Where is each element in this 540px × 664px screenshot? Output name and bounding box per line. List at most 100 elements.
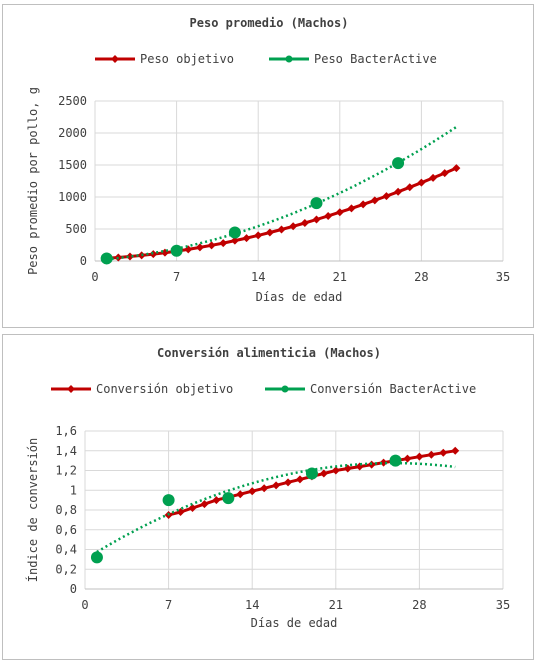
data-point bbox=[405, 183, 414, 192]
x-tick-label: 14 bbox=[245, 598, 259, 612]
y-tick-label: 1,2 bbox=[55, 464, 77, 478]
weight-chart: Peso promedio (Machos) Peso objetivo Peso … bbox=[26, 16, 510, 304]
data-point bbox=[379, 458, 388, 467]
data-point bbox=[451, 446, 460, 455]
data-point bbox=[295, 475, 304, 484]
legend-label: Peso objetivo bbox=[140, 52, 234, 66]
y-axis-label: Peso promedio por pollo, g bbox=[26, 87, 40, 275]
data-point bbox=[90, 551, 103, 564]
data-point bbox=[415, 452, 424, 461]
legend-label: Conversión BacterActive bbox=[310, 382, 476, 396]
data-point bbox=[254, 231, 263, 240]
x-axis-label: Días de edad bbox=[256, 290, 343, 304]
data-point bbox=[272, 481, 281, 490]
x-tick-label: 28 bbox=[414, 270, 428, 284]
data-point bbox=[310, 197, 323, 210]
x-tick-label: 14 bbox=[251, 270, 265, 284]
conversion-chart: Conversión alimenticia (Machos) Conversió… bbox=[25, 346, 510, 630]
data-point bbox=[389, 454, 402, 467]
y-tick-label: 0,4 bbox=[55, 543, 77, 557]
y-tick-label: 500 bbox=[65, 222, 87, 236]
series-1 bbox=[90, 454, 456, 564]
data-point bbox=[394, 187, 403, 196]
data-point bbox=[370, 196, 379, 205]
data-point bbox=[284, 478, 293, 487]
y-tick-label: 0,6 bbox=[55, 523, 77, 537]
legend-label: Peso BacterActive bbox=[314, 52, 437, 66]
data-point bbox=[305, 467, 318, 480]
y-tick-label: 2500 bbox=[58, 94, 87, 108]
y-tick-label: 1,4 bbox=[55, 444, 77, 458]
data-point bbox=[347, 204, 356, 213]
data-point bbox=[429, 173, 438, 182]
data-point bbox=[265, 228, 274, 237]
x-tick-label: 21 bbox=[329, 598, 343, 612]
data-point bbox=[219, 239, 228, 248]
data-point bbox=[248, 487, 257, 496]
data-point bbox=[331, 466, 340, 475]
data-point bbox=[452, 164, 461, 173]
y-tick-label: 1000 bbox=[58, 190, 87, 204]
series-line bbox=[106, 166, 457, 260]
legend-label: Conversión objetivo bbox=[96, 382, 233, 396]
data-point bbox=[324, 211, 333, 220]
y-tick-label: 2000 bbox=[58, 126, 87, 140]
y-tick-label: 0,2 bbox=[55, 562, 77, 576]
x-tick-label: 0 bbox=[91, 270, 98, 284]
data-point bbox=[195, 243, 204, 252]
y-tick-label: 0 bbox=[80, 254, 87, 268]
y-tick-label: 0 bbox=[70, 582, 77, 596]
series-0 bbox=[102, 164, 461, 263]
data-point bbox=[359, 200, 368, 209]
x-tick-label: 21 bbox=[333, 270, 347, 284]
data-point bbox=[392, 157, 405, 170]
y-tick-label: 0,8 bbox=[55, 503, 77, 517]
x-tick-label: 0 bbox=[81, 598, 88, 612]
data-point bbox=[403, 454, 412, 463]
data-point bbox=[300, 218, 309, 227]
series-trendline bbox=[96, 461, 456, 553]
data-point bbox=[228, 226, 241, 239]
data-point bbox=[100, 252, 113, 265]
legend-marker bbox=[281, 385, 289, 393]
series-line bbox=[168, 449, 456, 517]
y-tick-label: 1500 bbox=[58, 158, 87, 172]
legend-marker bbox=[285, 55, 293, 63]
x-tick-label: 7 bbox=[173, 270, 180, 284]
data-point bbox=[230, 236, 239, 245]
y-tick-label: 1,6 bbox=[55, 424, 77, 438]
data-point bbox=[417, 178, 426, 187]
data-point bbox=[427, 450, 436, 459]
data-point bbox=[125, 252, 134, 261]
data-point bbox=[207, 241, 216, 250]
data-point bbox=[440, 169, 449, 178]
chart-title: Peso promedio (Machos) bbox=[190, 16, 349, 30]
data-point bbox=[170, 244, 183, 257]
x-tick-label: 35 bbox=[496, 270, 510, 284]
data-point bbox=[289, 222, 298, 231]
series-1 bbox=[100, 125, 458, 265]
data-point bbox=[312, 215, 321, 224]
y-tick-label: 1 bbox=[70, 483, 77, 497]
data-point bbox=[242, 234, 251, 243]
legend-marker bbox=[111, 55, 119, 63]
x-tick-label: 35 bbox=[496, 598, 510, 612]
data-point bbox=[277, 225, 286, 234]
series-trendline bbox=[106, 125, 458, 261]
data-point bbox=[162, 494, 175, 507]
weight-chart-panel: Peso promedio (Machos) Peso objetivo Peso … bbox=[2, 4, 534, 328]
data-point bbox=[188, 504, 197, 513]
data-point bbox=[212, 496, 221, 505]
x-tick-label: 7 bbox=[165, 598, 172, 612]
data-point bbox=[355, 462, 364, 471]
series-0 bbox=[164, 446, 460, 519]
chart-title: Conversión alimenticia (Machos) bbox=[157, 346, 381, 360]
data-point bbox=[222, 492, 235, 505]
data-point bbox=[319, 469, 328, 478]
data-point bbox=[260, 484, 269, 493]
conversion-chart-panel: Conversión alimenticia (Machos) Conversió… bbox=[2, 334, 534, 660]
x-axis-label: Días de edad bbox=[251, 616, 338, 630]
x-tick-label: 28 bbox=[412, 598, 426, 612]
data-point bbox=[236, 490, 245, 499]
data-point bbox=[200, 500, 209, 509]
